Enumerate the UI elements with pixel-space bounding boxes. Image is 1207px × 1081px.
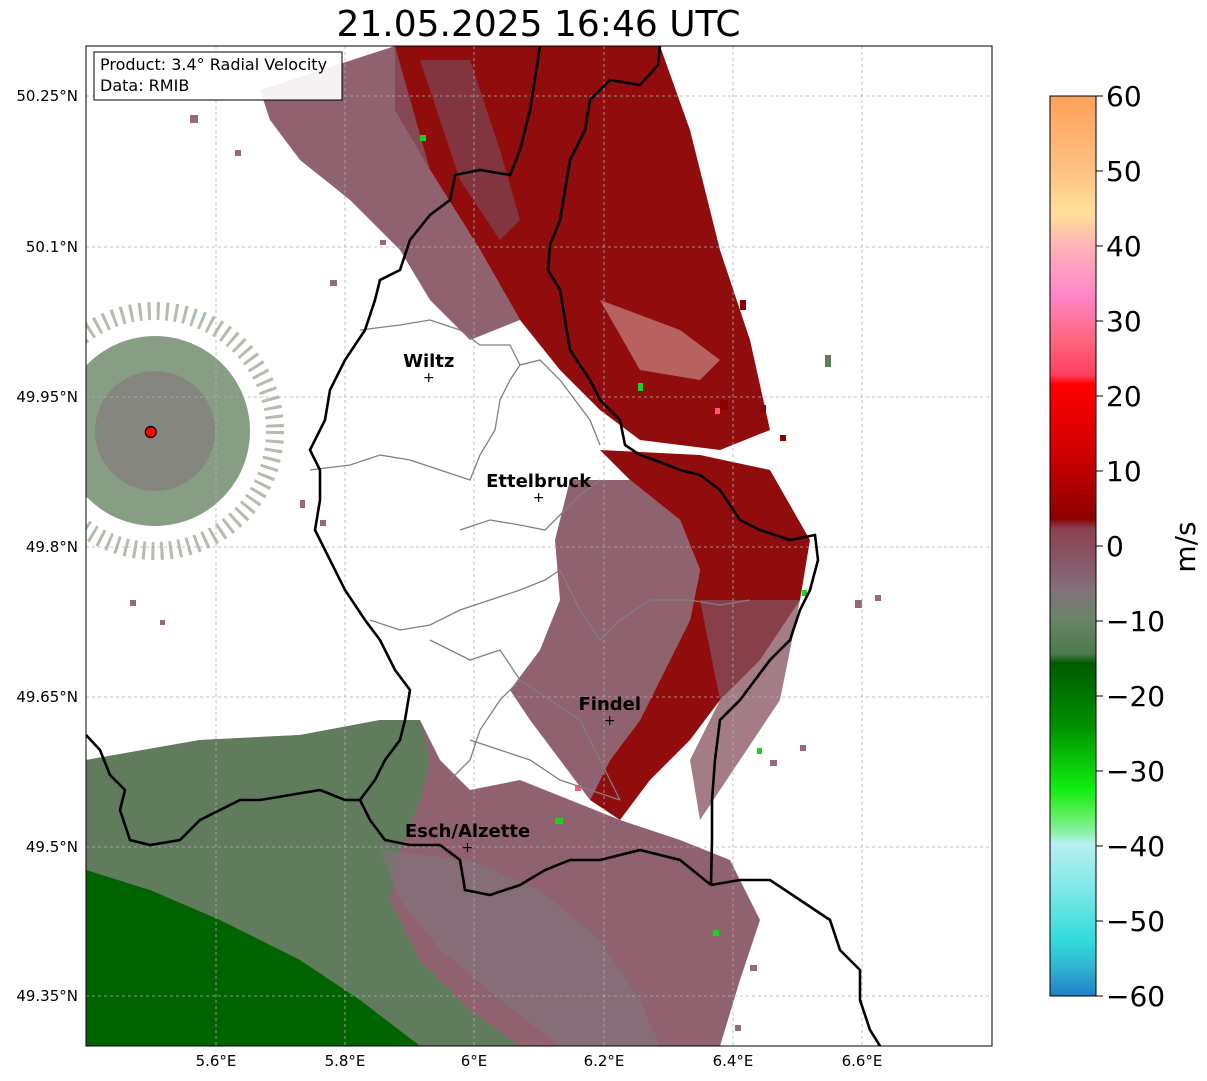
lon-tick-label: 5.8°E	[325, 1052, 366, 1070]
lon-tick-label: 6.2°E	[584, 1052, 625, 1070]
city-label: Ettelbruck	[486, 471, 592, 492]
district-borders	[309, 319, 751, 801]
city-plus-icon: +	[604, 713, 616, 729]
info-product: Product: 3.4° Radial Velocity	[100, 55, 327, 74]
city-plus-icon: +	[533, 490, 545, 506]
info-data-source: Data: RMIB	[100, 76, 189, 95]
city-marker: +Wiltz	[403, 351, 454, 386]
lon-tick-label: 6.4°E	[713, 1052, 754, 1070]
lat-tick-label: 49.8°N	[26, 538, 78, 556]
lat-axis: 50.25°N 50.1°N 49.95°N 49.8°N 49.65°N 49…	[16, 87, 78, 1005]
city-label: Esch/Alzette	[405, 821, 530, 842]
velocity-field	[86, 46, 881, 1046]
city-marker: +Esch/Alzette	[405, 821, 530, 856]
lat-tick-label: 49.65°N	[16, 688, 78, 706]
plot-frame	[85, 45, 993, 1047]
lat-tick-label: 49.35°N	[16, 987, 78, 1005]
map-title: 21.05.2025 16:46 UTC	[336, 4, 741, 45]
lon-axis: 5.6°E 5.8°E 6°E 6.2°E 6.4°E 6.6°E	[196, 1052, 883, 1070]
radar-site-marker	[144, 425, 157, 439]
lon-tick-label: 5.6°E	[196, 1052, 237, 1070]
national-borders	[86, 46, 882, 1046]
lat-tick-label: 50.1°N	[26, 238, 78, 256]
gridlines	[86, 46, 992, 1046]
city-markers: +Wiltz+Ettelbruck+Findel+Esch/Alzette	[403, 351, 641, 856]
lon-tick-label: 6.6°E	[842, 1052, 883, 1070]
lon-tick-label: 6°E	[461, 1052, 488, 1070]
lat-tick-label: 49.5°N	[26, 838, 78, 856]
city-marker: +Ettelbruck	[486, 471, 592, 506]
city-label: Findel	[578, 694, 641, 715]
lat-tick-label: 49.95°N	[16, 388, 78, 406]
city-plus-icon: +	[423, 370, 435, 386]
lat-tick-label: 50.25°N	[16, 87, 78, 105]
city-label: Wiltz	[403, 351, 454, 372]
city-plus-icon: +	[462, 840, 474, 856]
city-marker: +Findel	[578, 694, 641, 729]
info-box: Product: 3.4° Radial Velocity Data: RMIB	[93, 51, 343, 101]
